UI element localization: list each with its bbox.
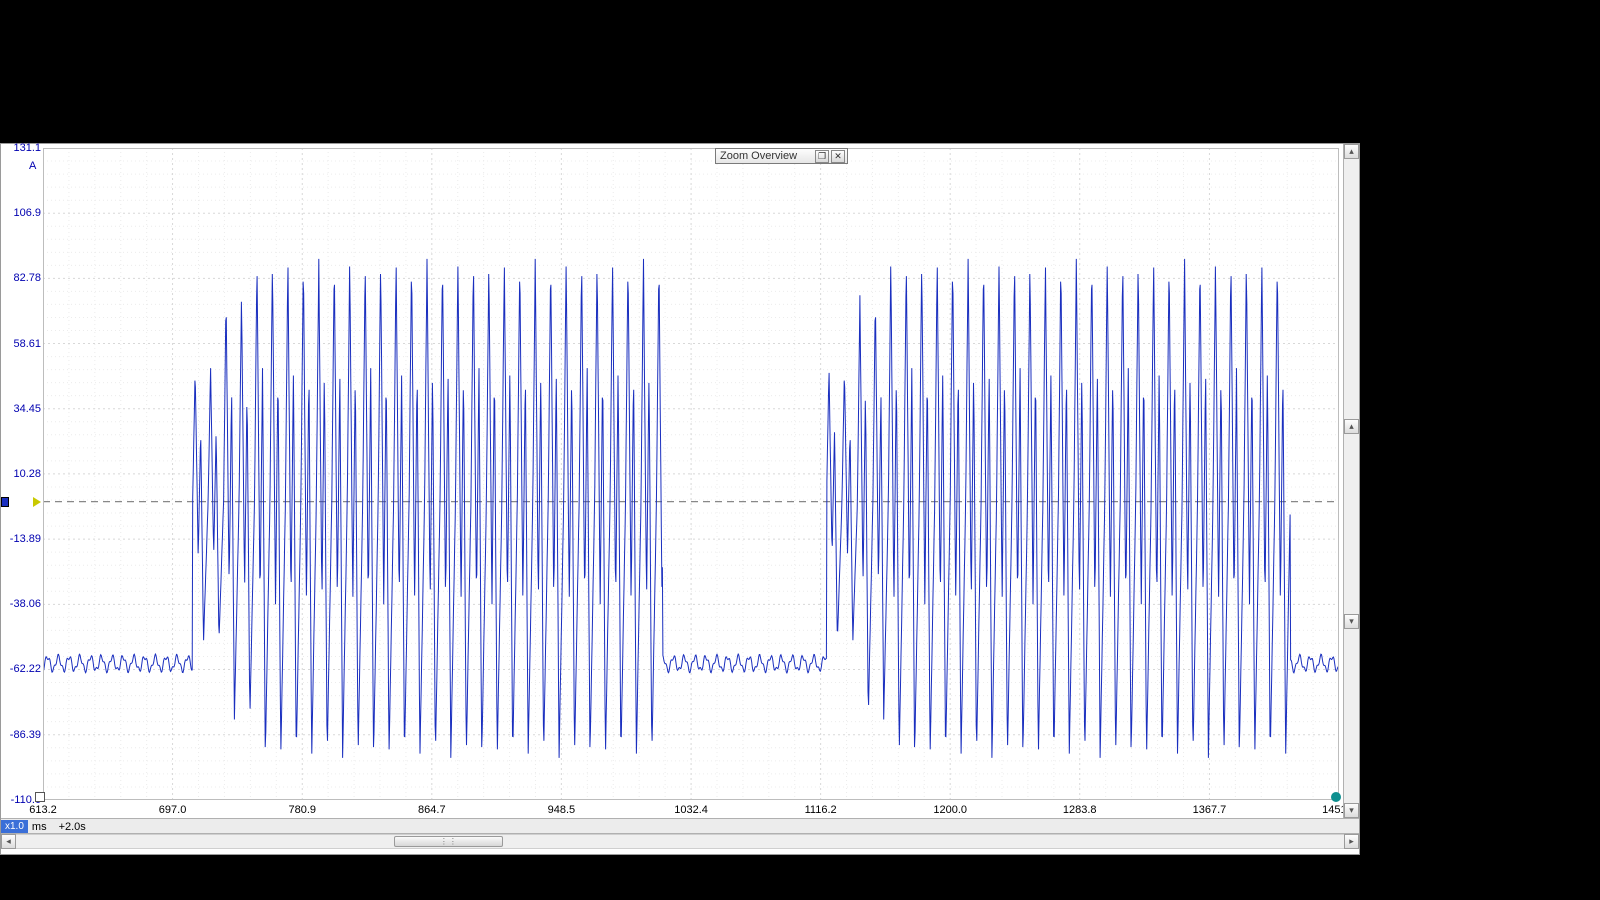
restore-icon: ❐ [818, 152, 826, 161]
x-tick-label: 780.9 [288, 804, 316, 816]
hscroll-track[interactable]: ⋮⋮ [16, 834, 1344, 849]
zoom-overview-panel[interactable]: Zoom Overview ❐ ✕ [715, 148, 848, 164]
timebase-zoom-chip[interactable]: x1.0 [1, 820, 28, 833]
scroll-up-button[interactable]: ▴ [1344, 144, 1359, 159]
y-tick-label: -13.89 [0, 533, 41, 545]
x-tick-label: 613.2 [29, 804, 57, 816]
buffer-end-marker [1331, 792, 1341, 802]
horizontal-scrollbar[interactable]: ◂ ⋮⋮ ▸ [1, 833, 1359, 849]
x-tick-label: 948.5 [548, 804, 576, 816]
y-tick-label: 106.9 [0, 207, 41, 219]
x-tick-label: 697.0 [159, 804, 187, 816]
status-bar: x1.0 ms +2.0s [1, 818, 1359, 834]
timebase-offset: +2.0s [59, 821, 86, 833]
hscroll-thumb[interactable]: ⋮⋮ [394, 836, 503, 847]
scroll-right-button[interactable]: ▸ [1344, 834, 1359, 849]
trigger-arrow-icon [33, 497, 41, 507]
x-tick-label: 1200.0 [933, 804, 967, 816]
x-tick-label: 1283.8 [1063, 804, 1097, 816]
y-tick-label: -38.06 [0, 598, 41, 610]
scroll-down-button[interactable]: ▾ [1344, 803, 1359, 818]
timebase-unit: ms [32, 821, 47, 833]
x-tick-label: 1367.7 [1193, 804, 1227, 816]
close-icon: ✕ [834, 152, 842, 161]
zoom-close-button[interactable]: ✕ [831, 150, 845, 163]
scroll-left-button[interactable]: ◂ [1, 834, 16, 849]
y-axis-unit: A [29, 160, 36, 172]
zoom-vscroll-track[interactable] [1344, 434, 1359, 614]
trigger-level-handle[interactable] [1, 497, 9, 507]
y-tick-label: 34.45 [0, 403, 41, 415]
y-tick-label: 58.61 [0, 338, 41, 350]
x-tick-label: 864.7 [418, 804, 446, 816]
waveform-plot[interactable] [43, 148, 1339, 800]
zoom-overview-title: Zoom Overview [718, 150, 813, 162]
x-tick-label: 1116.2 [805, 804, 837, 816]
y-tick-label: -86.39 [0, 729, 41, 741]
y-tick-label: 82.78 [0, 272, 41, 284]
y-tick-label: 131.1 [0, 142, 41, 154]
y-tick-label: -62.22 [0, 663, 41, 675]
zoom-scroll-down-button[interactable]: ▾ [1344, 614, 1359, 629]
zoom-scroll-up-button[interactable]: ▴ [1344, 419, 1359, 434]
y-tick-label: 10.28 [0, 468, 41, 480]
vertical-zoom-scrollbar[interactable]: ▴ ▾ [1344, 419, 1359, 629]
run-stop-marker[interactable] [35, 792, 45, 802]
zoom-restore-button[interactable]: ❐ [815, 150, 829, 163]
x-tick-label: 1032.4 [674, 804, 708, 816]
scope-window: 131.1 106.9 82.78 58.61 34.45 10.28 -13.89 -38.… [0, 143, 1360, 855]
